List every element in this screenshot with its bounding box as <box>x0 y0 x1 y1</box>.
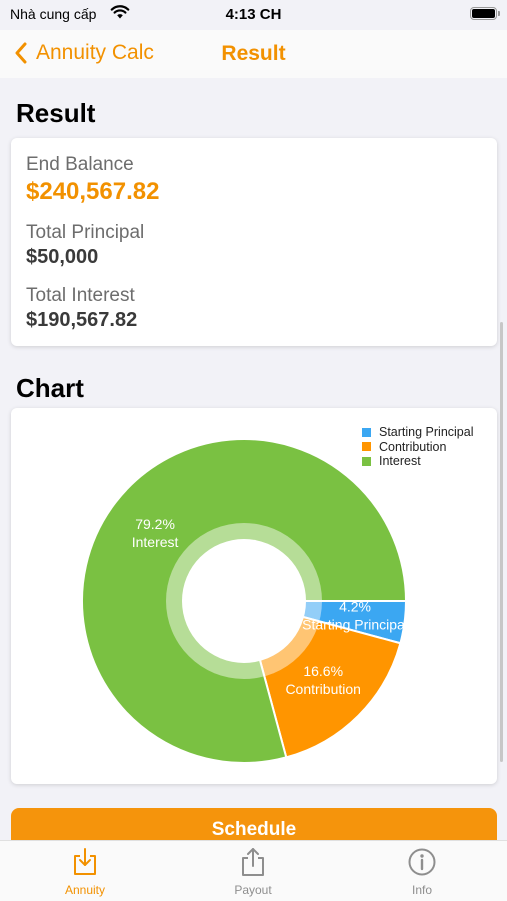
back-button-label: Annuity Calc <box>36 41 154 64</box>
pie-category-label-contribution: Contribution <box>285 681 361 697</box>
chart-legend: Starting Principal Contribution Interest <box>362 425 474 469</box>
pie-slice-interest[interactable] <box>81 438 408 764</box>
pie-hole <box>182 539 306 663</box>
clock: 4:13 CH <box>225 6 282 23</box>
battery-icon <box>470 7 500 20</box>
legend-item-contribution: Contribution <box>362 440 474 455</box>
total-interest-label: Total Interest <box>26 285 135 306</box>
legend-item-starting-principal: Starting Principal <box>362 425 474 440</box>
total-principal-label: Total Principal <box>26 222 145 243</box>
tab-info[interactable]: Info <box>362 847 482 897</box>
legend-label: Interest <box>379 454 421 469</box>
end-balance-value: $240,567.82 <box>26 178 160 205</box>
tab-info-label: Info <box>411 883 432 897</box>
wifi-icon <box>110 5 130 19</box>
info-circle-icon <box>408 848 436 876</box>
tab-payout-label: Payout <box>234 883 272 897</box>
result-section-title: Result <box>16 98 96 128</box>
download-tray-icon <box>74 848 96 875</box>
pie-value-label-starting-principal: 4.2% <box>339 599 371 615</box>
nav-title: Result <box>221 42 286 65</box>
total-principal-value: $50,000 <box>26 246 99 268</box>
tab-annuity[interactable]: Annuity <box>25 847 145 897</box>
pie-chart: 4.2% Starting Principal 16.6% Contribution 7… <box>81 438 408 764</box>
legend-label: Contribution <box>379 439 447 454</box>
pie-category-label-starting-principal: Starting Principal <box>302 617 408 633</box>
tab-payout[interactable]: Payout <box>193 847 313 897</box>
tab-annuity-label: Annuity <box>64 883 106 897</box>
carrier-label: Nhà cung cấp <box>10 6 97 22</box>
legend-label: Starting Principal <box>379 425 474 440</box>
chevron-left-icon <box>15 42 27 64</box>
total-interest-value: $190,567.82 <box>26 309 138 331</box>
chart-section-title: Chart <box>16 373 84 403</box>
pie-value-label-interest: 79.2% <box>135 516 175 532</box>
tab-bar: Annuity Payout Info <box>0 840 507 901</box>
pie-value-label-contribution: 16.6% <box>303 663 343 679</box>
result-card: End Balance $240,567.82 Total Principal … <box>11 138 497 346</box>
share-upload-icon <box>242 848 264 876</box>
pie-category-label-interest: Interest <box>132 534 179 550</box>
navigation-bar: Annuity Calc Result <box>0 30 507 78</box>
end-balance-label: End Balance <box>26 154 134 175</box>
legend-swatch <box>362 442 371 452</box>
back-button[interactable]: Annuity Calc <box>14 38 154 68</box>
status-bar: Nhà cung cấp 4:13 CH <box>0 0 507 30</box>
scroll-indicator[interactable] <box>500 322 503 762</box>
chart-card: 4.2% Starting Principal 16.6% Contribution 7… <box>11 408 497 784</box>
legend-swatch <box>362 456 371 466</box>
legend-swatch <box>362 427 371 437</box>
legend-item-interest: Interest <box>362 454 474 469</box>
